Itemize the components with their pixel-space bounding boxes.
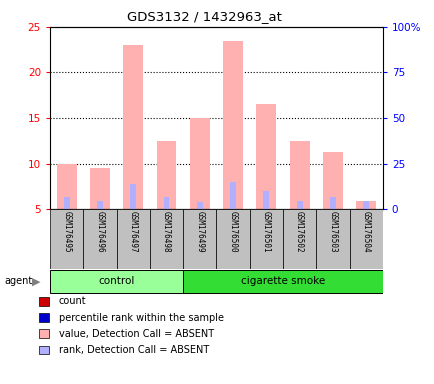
Bar	[56, 164, 76, 209]
Bar	[289, 141, 309, 209]
Bar	[362, 200, 368, 209]
Bar	[189, 118, 209, 209]
Bar	[349, 209, 382, 269]
Text: GSM176504: GSM176504	[361, 211, 370, 253]
Text: count: count	[59, 296, 86, 306]
Bar	[97, 201, 103, 209]
Text: GSM176500: GSM176500	[228, 211, 237, 253]
Text: GSM176501: GSM176501	[261, 211, 270, 253]
Bar	[90, 168, 110, 209]
Text: GSM176495: GSM176495	[62, 211, 71, 253]
Text: cigarette smoke: cigarette smoke	[240, 276, 324, 286]
Bar	[355, 201, 375, 209]
Text: GDS3132 / 1432963_at: GDS3132 / 1432963_at	[127, 10, 281, 23]
Bar	[216, 209, 249, 269]
Bar	[130, 184, 136, 209]
Text: percentile rank within the sample: percentile rank within the sample	[59, 313, 223, 323]
Text: rank, Detection Call = ABSENT: rank, Detection Call = ABSENT	[59, 345, 208, 355]
Text: ▶: ▶	[32, 276, 40, 286]
Bar	[316, 209, 349, 269]
Bar	[249, 209, 283, 269]
Bar	[50, 209, 83, 269]
Bar	[149, 209, 183, 269]
Text: GSM176503: GSM176503	[328, 211, 337, 253]
Text: GSM176496: GSM176496	[95, 211, 104, 253]
Text: agent: agent	[4, 276, 33, 286]
Bar	[296, 201, 302, 209]
Text: GSM176497: GSM176497	[128, 211, 138, 253]
Bar	[263, 191, 269, 209]
Text: value, Detection Call = ABSENT: value, Detection Call = ABSENT	[59, 329, 214, 339]
Bar	[223, 41, 243, 209]
Bar	[63, 197, 69, 209]
Bar	[183, 270, 382, 293]
Bar	[230, 182, 236, 209]
Text: GSM176498: GSM176498	[161, 211, 171, 253]
Bar	[183, 209, 216, 269]
Bar	[83, 209, 116, 269]
Bar	[329, 197, 335, 209]
Bar	[196, 202, 202, 209]
Bar	[123, 45, 143, 209]
Bar	[116, 209, 149, 269]
Text: control: control	[98, 276, 135, 286]
Bar	[283, 209, 316, 269]
Text: GSM176502: GSM176502	[294, 211, 303, 253]
Bar	[156, 141, 176, 209]
Text: GSM176499: GSM176499	[195, 211, 204, 253]
Bar	[322, 152, 342, 209]
Bar	[256, 104, 276, 209]
Bar	[50, 270, 183, 293]
Bar	[163, 197, 169, 209]
